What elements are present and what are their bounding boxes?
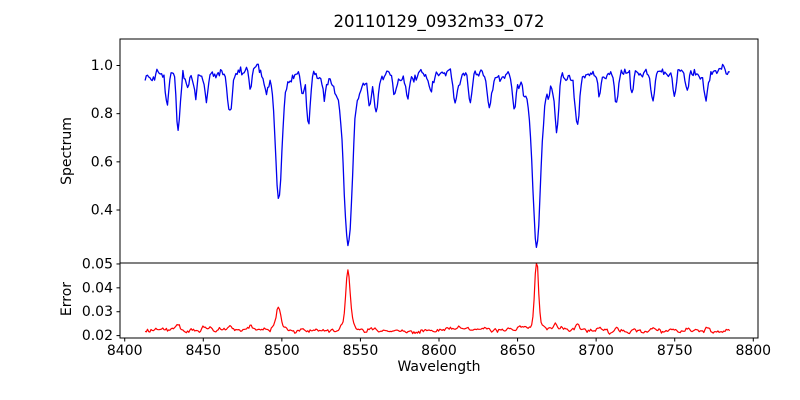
spectrum-y-tick-label: 1.0 — [91, 58, 113, 74]
x-tick-label: 8700 — [578, 343, 614, 359]
page-title: 20110129_0932m33_072 — [333, 12, 545, 31]
error-y-tick-label: 0.03 — [82, 304, 113, 320]
x-tick-label: 8500 — [264, 343, 300, 359]
x-tick-label: 8800 — [735, 343, 771, 359]
axes-frame — [119, 38, 759, 339]
x-tick-label: 8650 — [500, 343, 536, 359]
x-tick-label: 8450 — [185, 343, 221, 359]
error-y-tick-label: 0.04 — [82, 280, 113, 296]
x-tick-label: 8400 — [107, 343, 143, 359]
error-axes-box — [119, 262, 759, 339]
spectrum-axes-box — [119, 38, 759, 264]
error-y-tick-label: 0.05 — [82, 256, 113, 272]
error-subplot — [144, 262, 731, 335]
x-tick-label: 8600 — [421, 343, 457, 359]
spectrum-subplot — [144, 63, 730, 249]
wavelength-x-axis-label: Wavelength — [397, 359, 481, 375]
x-tick-label: 8750 — [657, 343, 693, 359]
error-y-axis-label: Error — [59, 281, 75, 317]
spectrum-y-tick-label: 0.8 — [91, 106, 113, 122]
tick-marks: 0.4 0.6 0.8 1.0 0.02 0.03 0.04 0.05 8400 8450 8500… — [82, 58, 771, 359]
spectrum-y-tick-label: 0.6 — [91, 154, 113, 170]
error-line — [144, 262, 731, 335]
spectrum-y-tick-label: 0.4 — [91, 203, 113, 219]
error-y-tick-label: 0.02 — [82, 328, 113, 344]
spectrum-line — [144, 63, 730, 249]
spectrum-y-axis-label: Spectrum — [59, 117, 75, 185]
x-tick-label: 8550 — [343, 343, 379, 359]
